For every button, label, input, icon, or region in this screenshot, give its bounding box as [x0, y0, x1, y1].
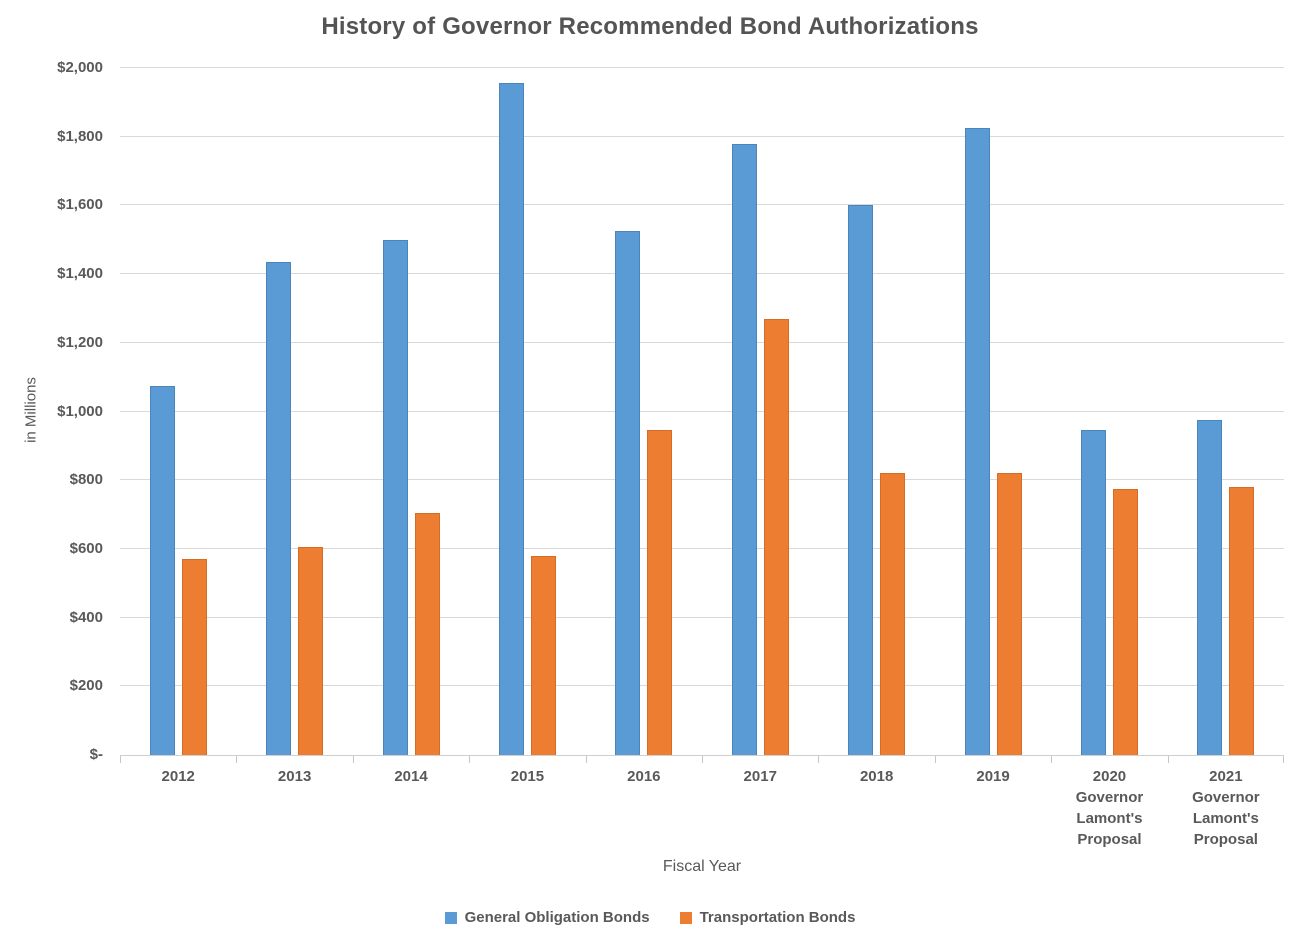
gridline: [120, 204, 1284, 206]
y-axis-tick-label: $1,400: [57, 265, 103, 283]
bar: [1197, 420, 1223, 755]
legend-label: General Obligation Bonds: [464, 909, 650, 926]
x-axis-tick: [1283, 756, 1284, 763]
y-axis-tick-label: $200: [69, 677, 103, 695]
x-axis-tick: [934, 756, 936, 763]
gridline: [120, 685, 1284, 687]
x-axis-category-label: 2012: [161, 768, 195, 785]
gridline: [120, 341, 1284, 343]
y-axis-tick-label: $1,200: [57, 333, 103, 351]
category-group: [935, 68, 1051, 755]
bar: [1080, 430, 1106, 755]
x-axis-category-label: 2013: [277, 768, 312, 785]
gridline: [120, 479, 1284, 481]
x-axis-category-label: 2021 Governor Lamont's Proposal: [1192, 768, 1260, 848]
gridline: [120, 410, 1284, 412]
category-group: [586, 68, 702, 755]
x-axis-tick: [585, 756, 587, 763]
category-group: [236, 68, 352, 755]
x-axis-tick: [469, 756, 471, 763]
y-axis-tick-label: $1,000: [57, 402, 103, 420]
legend-marker-icon: [679, 911, 692, 924]
category-group: [702, 68, 818, 755]
x-axis-tick: [702, 756, 703, 763]
x-axis-category-label: 2018: [859, 768, 894, 785]
bar: [880, 473, 906, 755]
bar: [498, 83, 524, 755]
category-group: [1051, 68, 1167, 755]
y-axis-tick-label: $600: [69, 539, 103, 557]
plot-area: [120, 67, 1284, 763]
gridline: [120, 547, 1284, 549]
chart-title: History of Governor Recommended Bond Aut…: [321, 13, 979, 40]
bar: [382, 239, 408, 755]
legend-item: Transportation Bonds: [679, 909, 856, 926]
y-axis-tick-label: $400: [69, 608, 103, 626]
x-axis-tick: [1051, 756, 1053, 763]
legend-label: Transportation Bonds: [699, 909, 856, 926]
gridline: [120, 67, 1284, 68]
bar: [731, 143, 757, 755]
gridline: [120, 135, 1284, 137]
bar: [615, 231, 641, 755]
category-group: [120, 68, 236, 755]
bar: [266, 262, 292, 755]
bar: [530, 555, 556, 755]
x-axis-tick: [818, 756, 820, 763]
x-axis-category-label: 2020 Governor Lamont's Proposal: [1075, 768, 1144, 848]
y-axis-tick-label: $-: [89, 746, 103, 763]
legend: General Obligation Bonds Transportation B…: [0, 909, 1300, 926]
y-axis-tick-label: $800: [69, 471, 103, 489]
x-axis-tick: [120, 756, 121, 763]
bar: [763, 318, 789, 755]
bar: [181, 559, 207, 755]
category-group: [353, 68, 469, 755]
x-axis-category-label: 2017: [743, 768, 777, 785]
gridline: [120, 273, 1284, 275]
bar: [996, 473, 1022, 755]
x-axis-category-label: 2015: [510, 768, 545, 785]
bar: [1112, 488, 1138, 755]
legend-marker-icon: [444, 911, 457, 924]
x-axis-category-label: 2019: [976, 768, 1010, 785]
bar: [149, 385, 175, 755]
bars-layer: [120, 68, 1284, 755]
category-group: [1168, 68, 1284, 755]
x-axis-tick: [352, 756, 354, 763]
y-axis-tick-label: $1,800: [57, 127, 103, 145]
x-axis-labels: 2012 2013 2014 2015 2016 2017 2018 2019 2020 Gov…: [120, 766, 1284, 850]
x-axis-category-label: 2014: [394, 768, 428, 785]
y-axis-tick-label: $1,600: [57, 196, 103, 214]
bar: [647, 430, 673, 755]
category-group: [469, 68, 585, 755]
x-axis-tick: [1167, 756, 1169, 763]
x-axis-category-label: 2016: [627, 768, 661, 785]
x-axis-title: Fiscal Year: [662, 858, 742, 875]
category-group: [818, 68, 934, 755]
bar: [298, 547, 324, 755]
bar: [414, 512, 440, 755]
legend-item: General Obligation Bonds: [444, 909, 650, 926]
bar: [964, 128, 990, 755]
bar: [848, 205, 874, 755]
x-axis-tick: [236, 756, 238, 763]
bar: [1229, 487, 1255, 755]
y-axis-tick-label: $2,000: [57, 59, 103, 76]
gridline: [120, 616, 1284, 618]
